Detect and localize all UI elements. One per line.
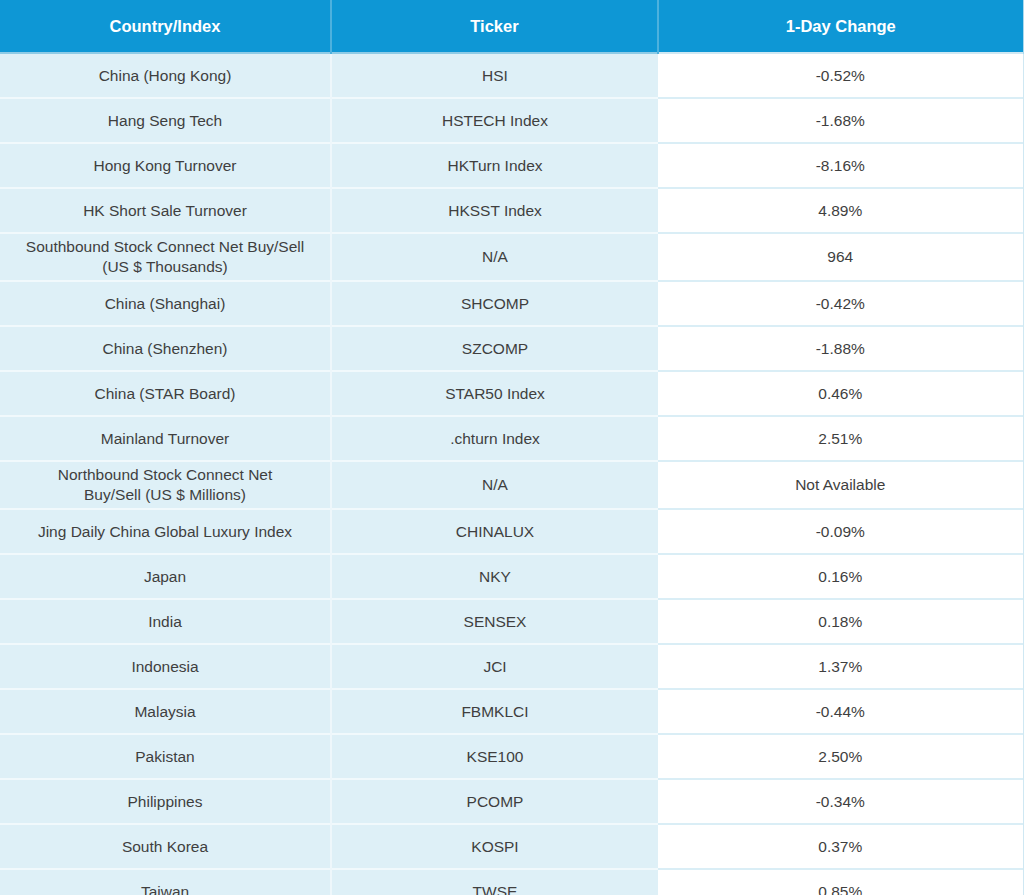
ticker-cell: TWSE <box>331 869 658 895</box>
table-row: China (STAR Board) STAR50 Index 0.46% <box>0 371 1024 416</box>
country-cell: Hong Kong Turnover <box>0 143 331 188</box>
change-cell: 0.85% <box>658 869 1024 895</box>
market-table-page: Country/Index Ticker 1-Day Change China … <box>0 0 1024 895</box>
change-cell: -1.88% <box>658 326 1024 371</box>
change-cell: -0.52% <box>658 53 1024 98</box>
table-row: HK Short Sale Turnover HKSST Index 4.89% <box>0 188 1024 233</box>
change-cell: Not Available <box>658 461 1024 509</box>
country-cell: Philippines <box>0 779 331 824</box>
country-cell: Malaysia <box>0 689 331 734</box>
country-cell: South Korea <box>0 824 331 869</box>
ticker-cell: SENSEX <box>331 599 658 644</box>
table-row: Malaysia FBMKLCI -0.44% <box>0 689 1024 734</box>
ticker-cell: STAR50 Index <box>331 371 658 416</box>
country-cell: Hang Seng Tech <box>0 98 331 143</box>
change-cell: 4.89% <box>658 188 1024 233</box>
ticker-cell: .chturn Index <box>331 416 658 461</box>
ticker-cell: KSE100 <box>331 734 658 779</box>
header-row: Country/Index Ticker 1-Day Change <box>0 0 1024 53</box>
change-cell: 1.37% <box>658 644 1024 689</box>
country-cell: China (Hong Kong) <box>0 53 331 98</box>
ticker-cell: HKTurn Index <box>331 143 658 188</box>
ticker-cell: SZCOMP <box>331 326 658 371</box>
ticker-cell: PCOMP <box>331 779 658 824</box>
change-cell: 2.50% <box>658 734 1024 779</box>
country-cell: China (Shenzhen) <box>0 326 331 371</box>
country-cell: Mainland Turnover <box>0 416 331 461</box>
table-row: Hang Seng Tech HSTECH Index -1.68% <box>0 98 1024 143</box>
ticker-cell: HSTECH Index <box>331 98 658 143</box>
change-cell: 0.37% <box>658 824 1024 869</box>
table-row: China (Hong Kong) HSI -0.52% <box>0 53 1024 98</box>
table-row: Northbound Stock Connect Net Buy/Sell (U… <box>0 461 1024 509</box>
market-table: Country/Index Ticker 1-Day Change China … <box>0 0 1024 895</box>
country-cell: Indonesia <box>0 644 331 689</box>
country-cell: HK Short Sale Turnover <box>0 188 331 233</box>
table-row: Jing Daily China Global Luxury Index CHI… <box>0 509 1024 554</box>
ticker-cell: HSI <box>331 53 658 98</box>
change-cell: -1.68% <box>658 98 1024 143</box>
ticker-cell: N/A <box>331 461 658 509</box>
country-cell: Southbound Stock Connect Net Buy/Sell (U… <box>0 233 331 281</box>
header-country-index: Country/Index <box>0 0 331 53</box>
header-ticker: Ticker <box>331 0 658 53</box>
change-cell: 0.46% <box>658 371 1024 416</box>
ticker-cell: KOSPI <box>331 824 658 869</box>
table-row: Southbound Stock Connect Net Buy/Sell (U… <box>0 233 1024 281</box>
table-row: Pakistan KSE100 2.50% <box>0 734 1024 779</box>
ticker-cell: N/A <box>331 233 658 281</box>
country-cell: Northbound Stock Connect Net Buy/Sell (U… <box>0 461 331 509</box>
table-row: Philippines PCOMP -0.34% <box>0 779 1024 824</box>
country-cell: China (Shanghai) <box>0 281 331 326</box>
table-row: Taiwan TWSE 0.85% <box>0 869 1024 895</box>
table-row: China (Shanghai) SHCOMP -0.42% <box>0 281 1024 326</box>
country-cell: Pakistan <box>0 734 331 779</box>
ticker-cell: JCI <box>331 644 658 689</box>
ticker-cell: HKSST Index <box>331 188 658 233</box>
country-cell: Japan <box>0 554 331 599</box>
change-cell: 964 <box>658 233 1024 281</box>
ticker-cell: FBMKLCI <box>331 689 658 734</box>
table-row: Indonesia JCI 1.37% <box>0 644 1024 689</box>
ticker-cell: CHINALUX <box>331 509 658 554</box>
country-cell: China (STAR Board) <box>0 371 331 416</box>
ticker-cell: NKY <box>331 554 658 599</box>
country-cell: India <box>0 599 331 644</box>
change-cell: -0.09% <box>658 509 1024 554</box>
table-body: China (Hong Kong) HSI -0.52% Hang Seng T… <box>0 53 1024 895</box>
change-cell: -8.16% <box>658 143 1024 188</box>
country-cell: Taiwan <box>0 869 331 895</box>
change-cell: 0.18% <box>658 599 1024 644</box>
country-cell: Jing Daily China Global Luxury Index <box>0 509 331 554</box>
change-cell: -0.44% <box>658 689 1024 734</box>
table-row: China (Shenzhen) SZCOMP -1.88% <box>0 326 1024 371</box>
change-cell: -0.34% <box>658 779 1024 824</box>
change-cell: 2.51% <box>658 416 1024 461</box>
table-row: Japan NKY 0.16% <box>0 554 1024 599</box>
table-row: India SENSEX 0.18% <box>0 599 1024 644</box>
ticker-cell: SHCOMP <box>331 281 658 326</box>
table-row: Hong Kong Turnover HKTurn Index -8.16% <box>0 143 1024 188</box>
table-header: Country/Index Ticker 1-Day Change <box>0 0 1024 53</box>
change-cell: 0.16% <box>658 554 1024 599</box>
change-cell: -0.42% <box>658 281 1024 326</box>
header-1-day-change: 1-Day Change <box>658 0 1024 53</box>
table-row: South Korea KOSPI 0.37% <box>0 824 1024 869</box>
table-row: Mainland Turnover .chturn Index 2.51% <box>0 416 1024 461</box>
